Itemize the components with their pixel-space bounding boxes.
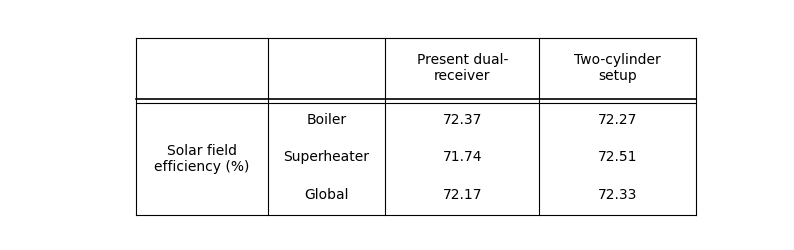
- Text: 72.17: 72.17: [442, 188, 482, 202]
- Text: Superheater: Superheater: [283, 150, 369, 164]
- Text: Global: Global: [304, 188, 349, 202]
- Text: Solar field
efficiency (%): Solar field efficiency (%): [154, 144, 249, 174]
- Text: Present dual-
receiver: Present dual- receiver: [417, 53, 508, 83]
- Text: 72.33: 72.33: [598, 188, 638, 202]
- Text: 72.37: 72.37: [443, 113, 482, 127]
- Text: Two-cylinder
setup: Two-cylinder setup: [574, 53, 661, 83]
- Text: 71.74: 71.74: [442, 150, 482, 164]
- Text: 72.27: 72.27: [598, 113, 638, 127]
- Text: Boiler: Boiler: [306, 113, 347, 127]
- Text: 72.51: 72.51: [598, 150, 638, 164]
